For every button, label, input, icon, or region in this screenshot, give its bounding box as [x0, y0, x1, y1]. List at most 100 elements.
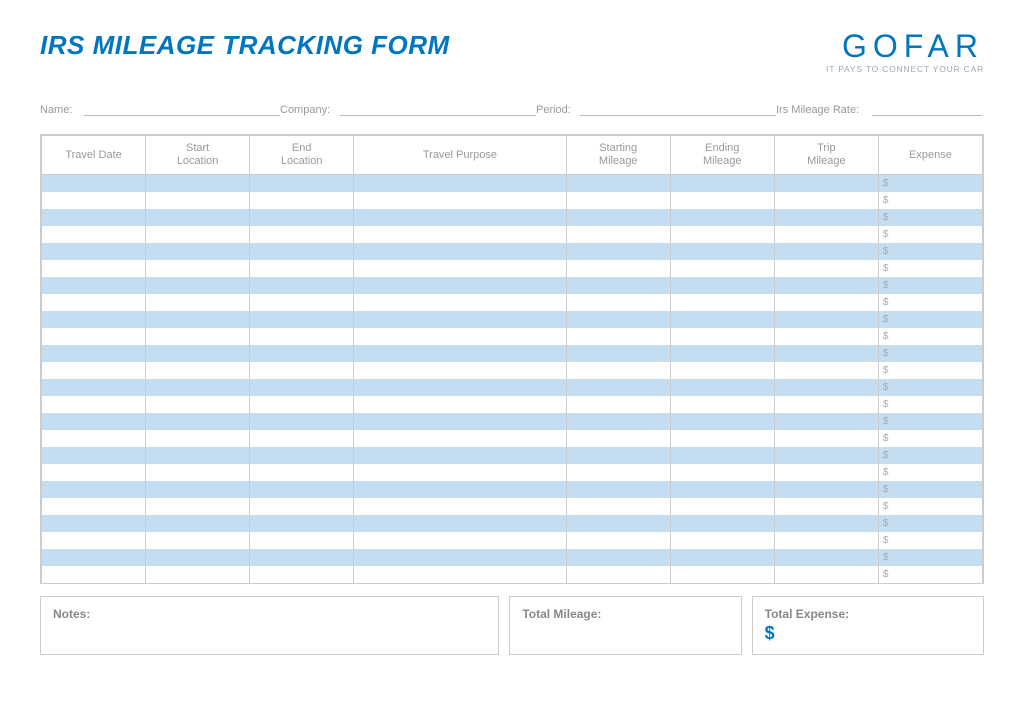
table-cell[interactable] [354, 209, 566, 226]
table-cell[interactable] [354, 464, 566, 481]
table-cell[interactable] [42, 481, 146, 498]
table-cell[interactable]: $ [878, 396, 982, 413]
table-cell[interactable] [670, 430, 774, 447]
table-cell[interactable] [774, 396, 878, 413]
table-cell[interactable] [146, 328, 250, 345]
table-cell[interactable] [42, 498, 146, 515]
table-cell[interactable] [250, 566, 354, 583]
table-cell[interactable] [42, 294, 146, 311]
table-cell[interactable] [670, 464, 774, 481]
table-cell[interactable] [774, 566, 878, 583]
table-cell[interactable] [774, 532, 878, 549]
table-cell[interactable]: $ [878, 481, 982, 498]
table-cell[interactable] [42, 447, 146, 464]
table-cell[interactable] [146, 498, 250, 515]
table-cell[interactable] [250, 430, 354, 447]
table-cell[interactable] [42, 209, 146, 226]
table-cell[interactable] [670, 362, 774, 379]
table-cell[interactable] [566, 515, 670, 532]
table-cell[interactable]: $ [878, 498, 982, 515]
table-cell[interactable] [566, 175, 670, 192]
table-cell[interactable] [670, 532, 774, 549]
table-cell[interactable] [354, 175, 566, 192]
table-cell[interactable] [670, 311, 774, 328]
table-cell[interactable] [774, 549, 878, 566]
table-cell[interactable] [250, 549, 354, 566]
table-cell[interactable]: $ [878, 328, 982, 345]
table-cell[interactable]: $ [878, 464, 982, 481]
table-cell[interactable] [774, 192, 878, 209]
table-cell[interactable] [670, 226, 774, 243]
table-cell[interactable] [42, 532, 146, 549]
table-cell[interactable] [250, 209, 354, 226]
table-cell[interactable] [566, 260, 670, 277]
table-cell[interactable] [42, 311, 146, 328]
table-cell[interactable] [146, 209, 250, 226]
table-cell[interactable]: $ [878, 175, 982, 192]
table-cell[interactable] [774, 515, 878, 532]
table-cell[interactable] [774, 379, 878, 396]
table-cell[interactable] [42, 515, 146, 532]
table-cell[interactable] [670, 515, 774, 532]
table-cell[interactable] [146, 430, 250, 447]
table-cell[interactable] [670, 566, 774, 583]
table-cell[interactable] [566, 464, 670, 481]
table-cell[interactable] [250, 515, 354, 532]
table-cell[interactable]: $ [878, 413, 982, 430]
table-cell[interactable]: $ [878, 515, 982, 532]
table-cell[interactable] [42, 396, 146, 413]
table-cell[interactable] [566, 311, 670, 328]
table-cell[interactable] [566, 243, 670, 260]
table-cell[interactable] [670, 209, 774, 226]
table-cell[interactable] [250, 532, 354, 549]
table-cell[interactable] [250, 498, 354, 515]
table-cell[interactable] [42, 175, 146, 192]
table-cell[interactable] [146, 481, 250, 498]
table-cell[interactable] [774, 498, 878, 515]
table-cell[interactable] [354, 481, 566, 498]
table-cell[interactable] [250, 328, 354, 345]
table-cell[interactable] [250, 226, 354, 243]
table-cell[interactable] [774, 277, 878, 294]
table-cell[interactable]: $ [878, 430, 982, 447]
table-cell[interactable] [354, 498, 566, 515]
table-cell[interactable] [42, 379, 146, 396]
table-cell[interactable] [670, 175, 774, 192]
table-cell[interactable] [354, 328, 566, 345]
table-cell[interactable] [566, 345, 670, 362]
table-cell[interactable] [250, 192, 354, 209]
table-cell[interactable] [146, 243, 250, 260]
table-cell[interactable]: $ [878, 532, 982, 549]
table-cell[interactable] [354, 379, 566, 396]
table-cell[interactable] [250, 362, 354, 379]
table-cell[interactable]: $ [878, 243, 982, 260]
table-cell[interactable] [250, 175, 354, 192]
table-cell[interactable] [670, 498, 774, 515]
table-cell[interactable] [354, 549, 566, 566]
table-cell[interactable]: $ [878, 192, 982, 209]
table-cell[interactable] [774, 294, 878, 311]
table-cell[interactable] [250, 413, 354, 430]
table-cell[interactable] [774, 481, 878, 498]
table-cell[interactable] [250, 379, 354, 396]
table-cell[interactable] [670, 481, 774, 498]
table-cell[interactable] [354, 243, 566, 260]
table-cell[interactable] [774, 362, 878, 379]
table-cell[interactable] [146, 260, 250, 277]
table-cell[interactable] [42, 549, 146, 566]
table-cell[interactable] [354, 294, 566, 311]
table-cell[interactable] [354, 311, 566, 328]
table-cell[interactable] [670, 294, 774, 311]
table-cell[interactable] [354, 192, 566, 209]
table-cell[interactable]: $ [878, 294, 982, 311]
table-cell[interactable] [566, 328, 670, 345]
table-cell[interactable] [566, 277, 670, 294]
info-input-line[interactable] [580, 102, 776, 116]
notes-box[interactable]: Notes: [40, 596, 499, 655]
table-cell[interactable] [42, 192, 146, 209]
table-cell[interactable] [774, 226, 878, 243]
table-cell[interactable] [670, 396, 774, 413]
info-input-line[interactable] [340, 102, 536, 116]
table-cell[interactable] [42, 362, 146, 379]
table-cell[interactable] [42, 260, 146, 277]
